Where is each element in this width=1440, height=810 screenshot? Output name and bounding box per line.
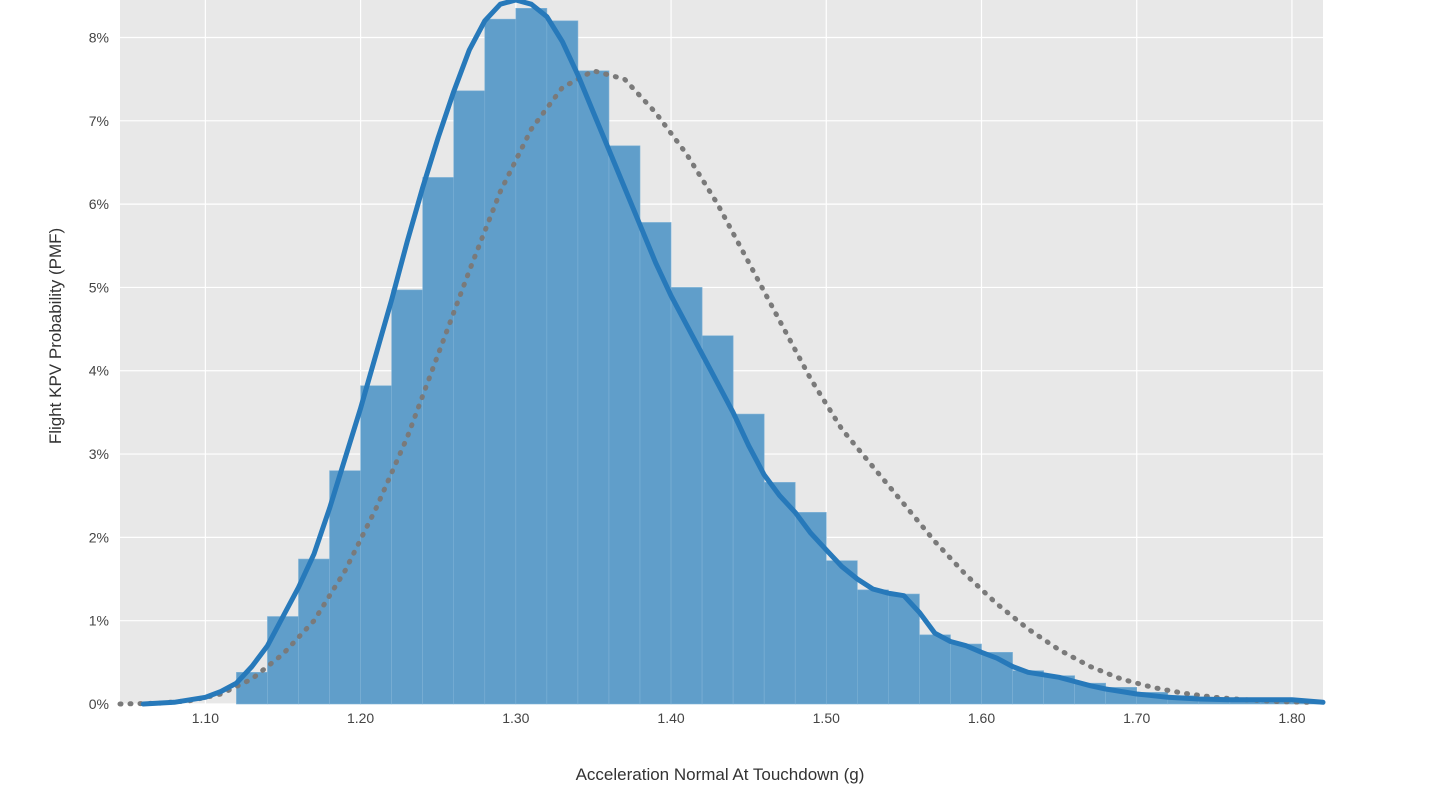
histogram-bar (825, 560, 858, 705)
histogram-bar (857, 589, 889, 705)
y-tick-label: 2% (89, 529, 109, 545)
x-tick-label: 1.30 (502, 710, 529, 726)
histogram-bar (453, 90, 486, 705)
histogram-bar (701, 335, 734, 705)
y-tick-label: 3% (89, 446, 109, 462)
histogram-bar (515, 8, 548, 705)
y-tick-label: 7% (89, 113, 109, 129)
histogram-bar (794, 512, 827, 705)
histogram-bar (360, 385, 392, 705)
x-tick-label: 1.40 (657, 710, 684, 726)
y-tick-label: 8% (89, 29, 109, 45)
y-tick-label: 1% (89, 613, 109, 629)
histogram-bar (391, 289, 423, 705)
x-tick-label: 1.70 (1123, 710, 1150, 726)
histogram-bar (422, 177, 455, 705)
histogram-bar (546, 20, 579, 705)
histogram-bar (267, 616, 299, 705)
histogram-bar (670, 287, 703, 705)
histogram-bar (639, 222, 672, 705)
x-tick-label: 1.60 (968, 710, 995, 726)
y-tick-label: 6% (89, 196, 109, 212)
histogram-bar (608, 145, 641, 705)
histogram-bar (298, 558, 330, 705)
reference-distribution-curve (117, 68, 1310, 707)
histogram-bar (919, 634, 951, 705)
x-tick-label: 1.10 (192, 710, 219, 726)
histogram-bar (763, 482, 796, 705)
x-tick-label: 1.80 (1278, 710, 1305, 726)
x-axis-title: Acceleration Normal At Touchdown (g) (576, 765, 865, 784)
y-axis-ticks: 0% 1% 2% 3% 4% 5% 6% 7% 8% (89, 29, 109, 712)
y-tick-label: 0% (89, 696, 109, 712)
kde-curve (140, 0, 1326, 707)
x-tick-label: 1.20 (347, 710, 374, 726)
y-tick-label: 4% (89, 363, 109, 379)
x-axis-ticks: 1.10 1.20 1.30 1.40 1.50 1.60 1.70 1.80 (192, 710, 1306, 726)
y-axis-title: Flight KPV Probability (PMF) (46, 228, 65, 444)
x-tick-label: 1.50 (813, 710, 840, 726)
histogram-bar (577, 70, 610, 705)
histogram-bar (888, 593, 920, 705)
histogram-bar (732, 413, 765, 705)
y-tick-label: 5% (89, 279, 109, 295)
histogram-bar (484, 18, 517, 705)
